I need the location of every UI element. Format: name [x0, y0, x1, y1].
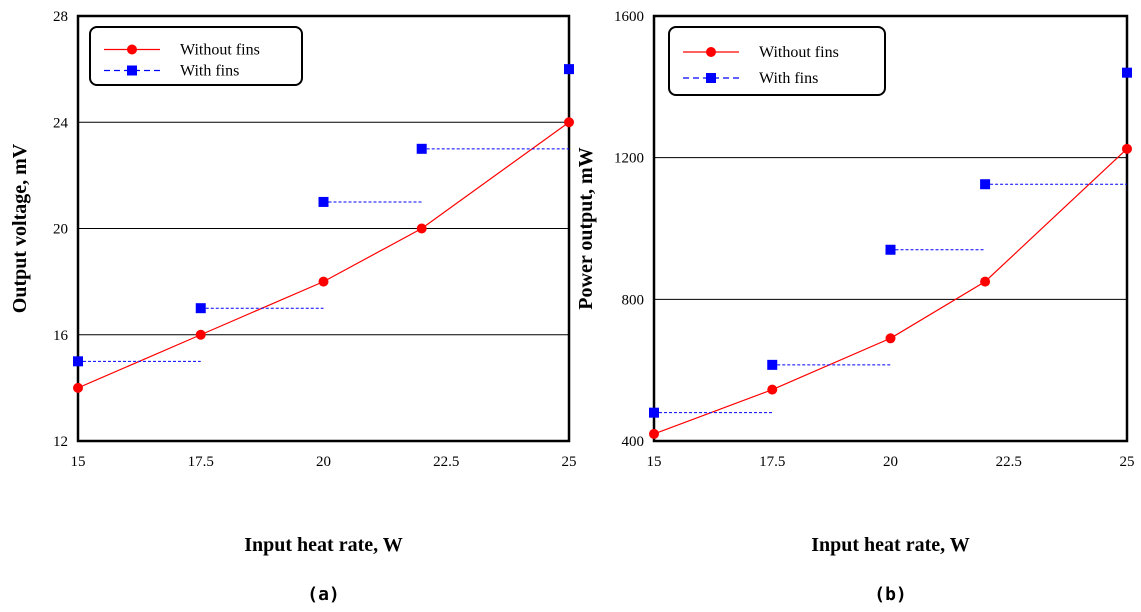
y-tick-label: 20	[53, 222, 68, 238]
series-line	[653, 148, 1128, 435]
y-tick-label: 400	[622, 434, 645, 450]
legend-label: With fins	[180, 63, 239, 80]
data-point	[416, 223, 427, 234]
data-point	[649, 428, 659, 439]
series-1	[649, 67, 1132, 418]
x-tick-label: 17.5	[188, 454, 214, 470]
x-tick-label: 25	[562, 454, 577, 470]
data-point	[195, 329, 206, 340]
x-axis-label: Input heat rate, W	[811, 534, 970, 556]
data-point	[980, 179, 991, 190]
data-point	[767, 359, 778, 370]
data-point	[318, 196, 329, 207]
legend-marker	[706, 73, 716, 83]
data-point	[885, 333, 896, 344]
plot-frame	[76, 14, 571, 443]
x-tick-label: 20	[316, 454, 331, 470]
series-0	[649, 143, 1132, 439]
plot-frame	[652, 14, 1129, 443]
x-tick-label: 17.5	[759, 454, 785, 470]
data-point	[73, 382, 83, 393]
data-point	[564, 64, 574, 75]
legend-label: Without fins	[759, 44, 839, 61]
legend-label: With fins	[759, 70, 818, 87]
y-tick-label: 16	[53, 328, 69, 344]
y-tick-label: 1200	[614, 151, 644, 167]
series-1	[73, 64, 574, 367]
data-point	[1122, 143, 1132, 154]
chart-panel-1: 400 800 1200 1600 15 17.5 20 22.5 25 Without fins…	[575, 9, 1135, 605]
x-tick-label: 22.5	[996, 454, 1022, 470]
data-point	[318, 276, 329, 287]
panel-label: (b)	[874, 584, 907, 605]
series-line	[77, 121, 570, 389]
legend-marker	[127, 65, 137, 76]
data-point	[416, 143, 427, 154]
y-tick-label: 28	[53, 9, 68, 25]
y-tick-label: 800	[622, 292, 645, 308]
legend: Without fins With fins	[668, 26, 886, 96]
legend: Without fins With fins	[89, 26, 303, 86]
data-point	[885, 244, 896, 255]
y-axis-label: Output voltage, mV	[9, 143, 31, 313]
x-tick-label: 15	[647, 454, 662, 470]
panel-label: (a)	[307, 584, 340, 605]
data-point	[73, 356, 83, 367]
legend-marker	[706, 47, 716, 57]
data-point	[980, 276, 991, 287]
legend-box	[89, 26, 303, 86]
data-point	[649, 407, 659, 418]
x-axis-label: Input heat rate, W	[244, 534, 403, 556]
y-axis-label: Power output, mW	[575, 147, 597, 309]
series-0	[73, 117, 574, 393]
y-tick-label: 24	[53, 115, 69, 131]
x-tick-label: 25	[1120, 454, 1135, 470]
data-point	[767, 384, 778, 395]
data-point	[564, 117, 574, 128]
data-point	[195, 303, 206, 314]
x-tick-label: 20	[883, 454, 898, 470]
legend-label: Without fins	[180, 42, 260, 59]
x-tick-label: 22.5	[433, 454, 459, 470]
legend-marker	[127, 44, 137, 55]
y-tick-label: 1600	[614, 9, 644, 25]
data-point	[1122, 67, 1132, 78]
y-tick-label: 12	[53, 434, 68, 450]
x-tick-label: 15	[71, 454, 86, 470]
